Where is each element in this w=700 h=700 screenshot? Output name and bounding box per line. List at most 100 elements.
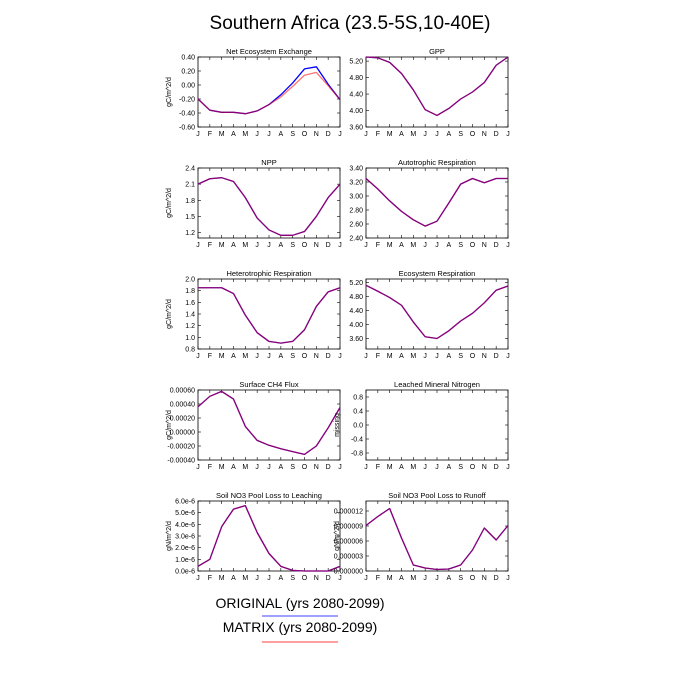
x-tick-label: J	[435, 575, 439, 582]
y-tick-label: 5.20	[349, 59, 363, 66]
x-tick-label: D	[326, 131, 331, 138]
x-tick-label: J	[338, 131, 342, 138]
y-tick-label: 0.8	[185, 347, 195, 354]
y-tick-label: 0.40	[181, 55, 195, 62]
x-tick-label: D	[494, 131, 499, 138]
x-tick-label: J	[196, 464, 200, 471]
panel-title: Autotrophic Respiration	[398, 158, 476, 167]
panel-title: Ecosystem Respiration	[399, 269, 476, 278]
x-tick-label: S	[458, 242, 463, 249]
x-tick-label: S	[290, 575, 295, 582]
x-tick-label: M	[242, 242, 248, 249]
x-tick-label: A	[231, 575, 236, 582]
x-tick-label: M	[242, 464, 248, 471]
x-tick-label: J	[338, 242, 342, 249]
x-tick-label: O	[470, 242, 476, 249]
series-line-1	[365, 56, 509, 117]
x-tick-label: M	[410, 131, 416, 138]
y-tick-label: 0.000012	[334, 509, 363, 516]
x-tick-label: A	[399, 242, 404, 249]
y-axis-label: missing	[334, 413, 341, 437]
x-tick-label: J	[506, 575, 510, 582]
y-tick-label: 0.8	[353, 395, 363, 402]
y-tick-label: 4.40	[349, 92, 363, 99]
x-tick-label: J	[506, 353, 510, 360]
x-tick-label: J	[364, 353, 368, 360]
y-tick-label: 0.00000	[170, 430, 195, 437]
x-tick-label: A	[446, 353, 451, 360]
y-tick-label: 3.00	[349, 194, 363, 201]
x-tick-label: F	[208, 131, 212, 138]
x-tick-label: M	[387, 575, 393, 582]
y-tick-label: 0.0	[353, 423, 363, 430]
x-tick-label: O	[302, 464, 308, 471]
x-tick-label: O	[302, 242, 308, 249]
panel-title: Soil NO3 Pool Loss to Leaching	[216, 491, 322, 500]
y-tick-label: 0.000006	[334, 539, 363, 546]
x-tick-label: A	[278, 353, 283, 360]
panel-title: Heterotrophic Respiration	[226, 269, 311, 278]
x-tick-label: M	[242, 575, 248, 582]
x-tick-label: M	[219, 242, 225, 249]
x-tick-label: S	[458, 464, 463, 471]
x-tick-label: M	[387, 131, 393, 138]
x-tick-label: A	[446, 464, 451, 471]
x-tick-label: M	[219, 464, 225, 471]
x-tick-label: M	[387, 353, 393, 360]
panel-title: Surface CH4 Flux	[239, 380, 298, 389]
series-line-0	[365, 177, 508, 227]
series-line-1	[197, 505, 341, 572]
y-tick-label: -0.20	[179, 97, 195, 104]
panel-title: GPP	[429, 47, 445, 56]
series-line-1	[197, 390, 341, 456]
x-tick-label: D	[494, 575, 499, 582]
x-tick-label: F	[376, 242, 380, 249]
x-tick-label: O	[302, 131, 308, 138]
x-tick-label: A	[399, 575, 404, 582]
y-tick-label: 4.40	[349, 308, 363, 315]
series-line-1	[365, 284, 509, 340]
x-tick-label: M	[219, 353, 225, 360]
x-tick-label: J	[423, 464, 427, 471]
y-tick-label: -0.40	[179, 111, 195, 118]
x-tick-label: A	[278, 464, 283, 471]
x-tick-label: F	[208, 575, 212, 582]
x-tick-label: D	[326, 575, 331, 582]
x-tick-label: M	[410, 464, 416, 471]
x-tick-label: A	[446, 575, 451, 582]
x-tick-label: J	[506, 242, 510, 249]
y-tick-label: 0.000003	[334, 554, 363, 561]
x-tick-label: M	[410, 242, 416, 249]
x-tick-label: J	[423, 131, 427, 138]
x-tick-label: M	[219, 575, 225, 582]
x-tick-label: A	[278, 131, 283, 138]
x-tick-label: J	[506, 131, 510, 138]
y-tick-label: 5.20	[349, 280, 363, 287]
x-tick-label: O	[470, 575, 476, 582]
y-tick-label: 1.2	[185, 323, 195, 330]
y-tick-label: 1.0	[185, 335, 195, 342]
x-tick-label: A	[399, 353, 404, 360]
x-tick-label: N	[314, 353, 319, 360]
legend: ORIGINAL (yrs 2080-2099) MATRIX (yrs 208…	[215, 595, 385, 643]
y-tick-label: 2.80	[349, 208, 363, 215]
plot-frame	[365, 389, 509, 461]
y-tick-label: 0.000009	[334, 524, 363, 531]
x-tick-label: J	[364, 464, 368, 471]
y-tick-label: 2.0e-6	[175, 545, 195, 552]
x-tick-label: D	[494, 242, 499, 249]
legend-label-matrix: MATRIX (yrs 2080-2099)	[223, 619, 378, 635]
x-tick-label: F	[376, 353, 380, 360]
x-tick-label: A	[231, 242, 236, 249]
x-tick-label: D	[326, 353, 331, 360]
x-tick-label: O	[302, 575, 308, 582]
y-tick-label: -0.00020	[167, 444, 195, 451]
y-tick-label: 0.000000	[334, 569, 363, 576]
